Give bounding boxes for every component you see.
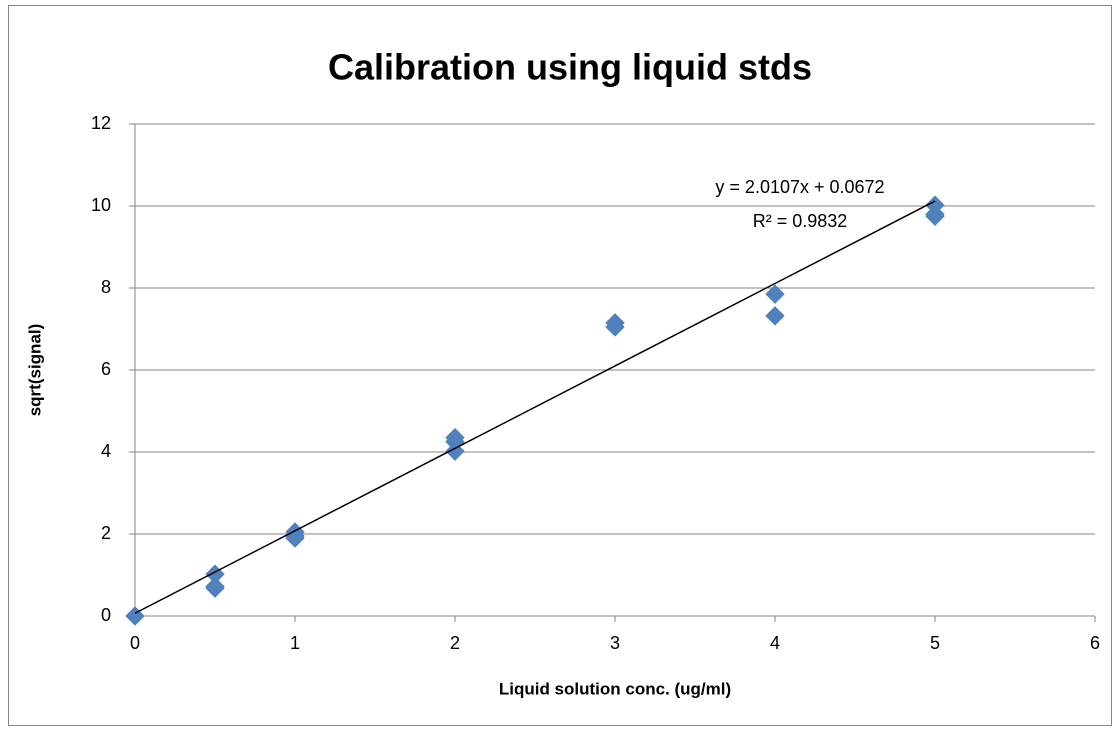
y-tick-label: 6	[101, 359, 111, 379]
y-tick-label: 8	[101, 277, 111, 297]
x-tick-label: 5	[930, 633, 940, 653]
chart-border	[8, 5, 1112, 726]
marker	[605, 317, 625, 337]
x-axis-label: Liquid solution conc. (ug/ml)	[499, 679, 731, 698]
y-tick-label: 12	[91, 113, 111, 133]
marker	[765, 306, 785, 326]
y-tick-label: 4	[101, 441, 111, 461]
x-tick-label: 1	[290, 633, 300, 653]
marker	[765, 284, 785, 304]
trendline-equation: y = 2.0107x + 0.0672	[715, 177, 884, 197]
x-tick-label: 2	[450, 633, 460, 653]
x-tick-label: 4	[770, 633, 780, 653]
marker	[205, 578, 225, 598]
y-tick-label: 10	[91, 195, 111, 215]
y-axis-label: sqrt(signal)	[25, 324, 44, 417]
y-tick-label: 2	[101, 523, 111, 543]
chart-title: Calibration using liquid stds	[328, 47, 812, 88]
marker	[285, 526, 305, 546]
x-tick-label: 3	[610, 633, 620, 653]
marker	[925, 206, 945, 226]
x-tick-label: 0	[130, 633, 140, 653]
x-tick-label: 6	[1090, 633, 1100, 653]
y-tick-label: 0	[101, 605, 111, 625]
trendline	[134, 200, 936, 614]
trendline-r-squared: R² = 0.9832	[753, 211, 848, 231]
